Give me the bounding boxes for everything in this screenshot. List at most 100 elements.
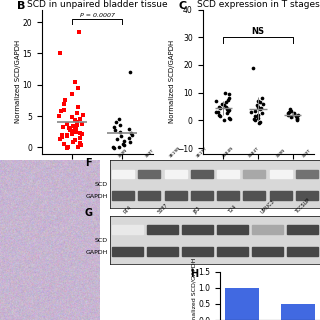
Point: [73, 138, 78, 143]
Point: [70, 129, 75, 134]
Point: [116, 116, 121, 122]
Point: [68, 127, 73, 132]
Point: [66, 144, 71, 149]
Point: [225, 108, 230, 113]
Text: T24: T24: [228, 205, 237, 215]
Bar: [281, 304, 316, 320]
Point: [73, 129, 78, 134]
Point: [252, 118, 258, 123]
Bar: [164, 170, 187, 179]
Text: TCCSUP: TCCSUP: [294, 198, 311, 215]
Point: [261, 101, 266, 106]
Point: [76, 104, 81, 109]
Text: UMUC3: UMUC3: [260, 199, 276, 215]
Point: [217, 112, 222, 117]
Point: [66, 125, 71, 131]
Text: G: G: [85, 209, 93, 219]
Text: 3B19T: 3B19T: [196, 146, 208, 159]
Point: [286, 109, 292, 115]
Point: [292, 110, 297, 115]
Point: [77, 116, 82, 122]
Point: [64, 145, 69, 150]
Bar: [287, 247, 318, 255]
Bar: [217, 191, 239, 200]
Bar: [147, 226, 178, 234]
Point: [78, 143, 84, 148]
Bar: [217, 170, 239, 179]
Point: [81, 112, 86, 117]
Text: 39B4N: 39B4N: [221, 146, 235, 159]
Point: [122, 139, 127, 144]
Point: [78, 135, 83, 140]
Point: [227, 92, 232, 97]
Point: [129, 130, 134, 135]
Bar: [270, 191, 292, 200]
Text: B: B: [17, 1, 26, 11]
Point: [59, 108, 64, 114]
Point: [221, 103, 226, 108]
Point: [294, 115, 300, 120]
Point: [226, 97, 231, 102]
Text: 399N: 399N: [275, 148, 286, 159]
Point: [287, 107, 292, 112]
Point: [59, 133, 64, 138]
Point: [60, 125, 65, 130]
Point: [252, 108, 257, 113]
Point: [216, 105, 221, 110]
Point: [128, 70, 133, 75]
Point: [260, 96, 265, 101]
Point: [222, 117, 227, 123]
Point: [75, 123, 80, 128]
Point: [258, 100, 263, 105]
Point: [225, 111, 230, 116]
Title: SCD in unpaired bladder tissue: SCD in unpaired bladder tissue: [27, 0, 167, 9]
Point: [58, 137, 63, 142]
Bar: [252, 226, 283, 234]
Bar: [138, 170, 160, 179]
Point: [285, 113, 290, 118]
Point: [289, 108, 294, 113]
Point: [77, 130, 82, 135]
Text: H: H: [190, 269, 198, 279]
Bar: [112, 247, 143, 255]
Text: SCD: SCD: [95, 237, 108, 243]
Point: [226, 107, 231, 112]
Point: [260, 111, 265, 116]
Text: 399T: 399T: [302, 148, 312, 159]
Bar: [147, 247, 178, 255]
Point: [226, 115, 231, 120]
Text: 39B4T: 39B4T: [248, 146, 261, 159]
Bar: [217, 226, 248, 234]
Bar: [243, 170, 265, 179]
Point: [223, 104, 228, 109]
Point: [80, 122, 85, 127]
Point: [128, 140, 133, 145]
Text: GAPDH: GAPDH: [85, 250, 108, 255]
Point: [219, 101, 224, 106]
Bar: [217, 247, 248, 255]
Point: [70, 131, 75, 136]
Bar: [112, 191, 134, 200]
Point: [57, 51, 62, 56]
Point: [113, 127, 118, 132]
Point: [251, 65, 256, 70]
Point: [255, 99, 260, 104]
Bar: [182, 247, 213, 255]
Bar: [296, 191, 318, 200]
Point: [70, 139, 76, 144]
Point: [252, 116, 257, 122]
Text: SCD: SCD: [95, 182, 108, 187]
Point: [295, 112, 300, 117]
Point: [224, 100, 229, 105]
Point: [73, 79, 78, 84]
Point: [294, 114, 299, 119]
Point: [222, 90, 227, 95]
Bar: [225, 288, 259, 320]
Point: [64, 133, 69, 139]
Text: C: C: [178, 1, 186, 11]
Text: RT4: RT4: [123, 205, 132, 215]
Point: [117, 129, 123, 134]
Point: [122, 143, 127, 148]
Point: [72, 130, 77, 135]
Point: [256, 115, 261, 120]
